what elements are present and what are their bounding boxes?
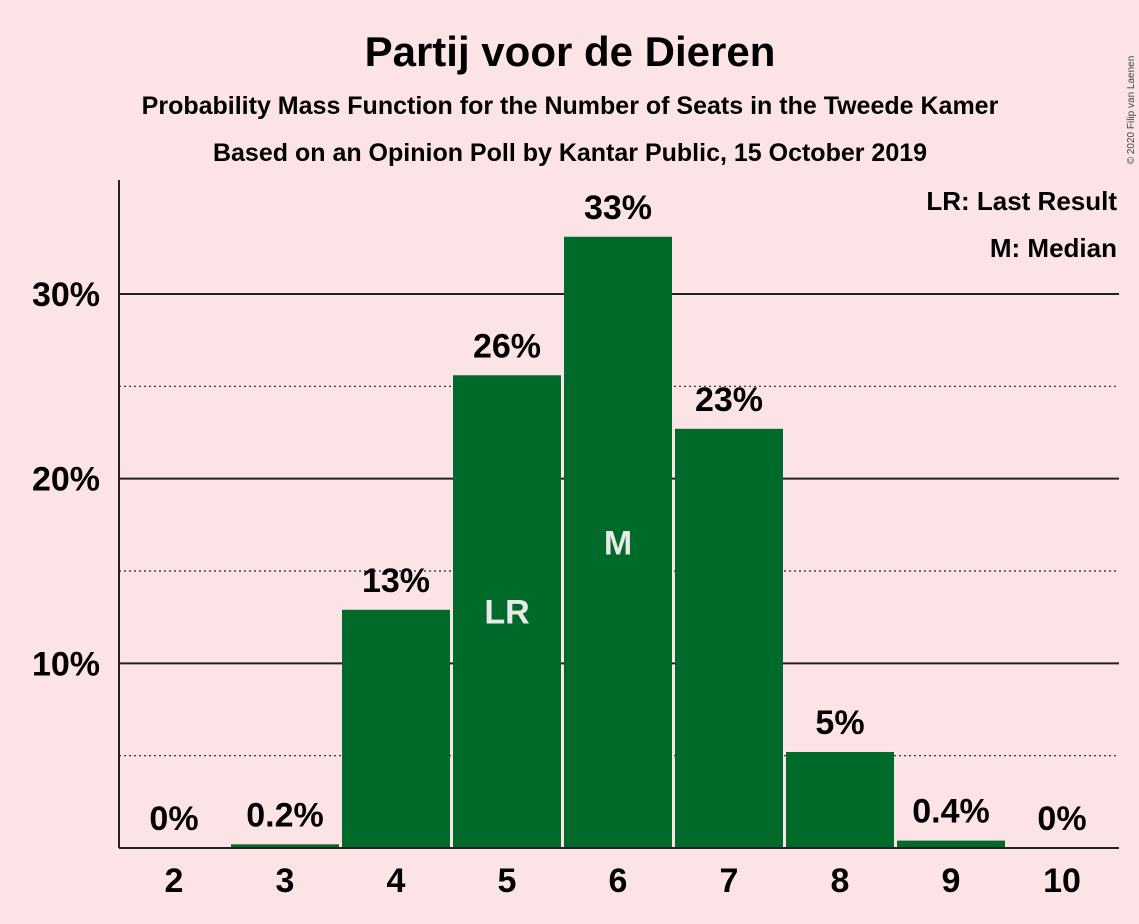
x-tick-label: 9 bbox=[942, 862, 961, 900]
bar bbox=[231, 844, 339, 848]
bar bbox=[342, 609, 450, 848]
legend-entry: LR: Last Result bbox=[926, 186, 1117, 216]
bar-value-label: 33% bbox=[584, 189, 652, 227]
bar-value-label: 0.2% bbox=[246, 796, 324, 834]
chart-title: Partij voor de Dieren bbox=[365, 28, 776, 75]
bar-value-label: 0% bbox=[149, 800, 198, 838]
y-tick-label: 20% bbox=[32, 461, 100, 499]
x-tick-label: 2 bbox=[165, 862, 184, 900]
y-tick-label: 10% bbox=[32, 645, 100, 683]
bar-value-label: 0.4% bbox=[912, 793, 990, 831]
bar bbox=[897, 840, 1005, 848]
x-tick-label: 6 bbox=[609, 862, 628, 900]
data-labels: 0% 0.2% 13% 26% LR 33% M 23% 5% 0.4% 0% bbox=[149, 189, 1086, 838]
chart-subtitle: Probability Mass Function for the Number… bbox=[142, 92, 999, 120]
bar bbox=[675, 428, 783, 848]
bars bbox=[231, 236, 1005, 849]
legend: LR: Last Result M: Median bbox=[926, 186, 1117, 263]
x-tick-label: 4 bbox=[387, 862, 406, 900]
bar-value-label: 13% bbox=[362, 562, 430, 600]
x-tick-label: 10 bbox=[1043, 862, 1081, 900]
bar bbox=[453, 375, 561, 848]
legend-entry: M: Median bbox=[990, 233, 1117, 263]
chart-subtitle-source: Based on an Opinion Poll by Kantar Publi… bbox=[213, 139, 927, 167]
bar-value-label: 0% bbox=[1037, 800, 1086, 838]
y-tick-label: 30% bbox=[32, 276, 100, 314]
copyright-note: © 2020 Filip van Laenen bbox=[1126, 56, 1137, 165]
x-tick-label: 8 bbox=[831, 862, 850, 900]
bar-inner-label: LR bbox=[484, 594, 529, 632]
x-tick-label: 3 bbox=[276, 862, 295, 900]
bar-value-label: 23% bbox=[695, 381, 763, 419]
bar-value-label: 26% bbox=[473, 327, 541, 365]
x-tick-label: 5 bbox=[498, 862, 517, 900]
bar-inner-label: M bbox=[604, 524, 632, 562]
bar bbox=[564, 236, 672, 849]
bar-value-label: 5% bbox=[815, 704, 864, 742]
bar bbox=[786, 751, 894, 848]
x-tick-label: 7 bbox=[720, 862, 739, 900]
axes: 10% 20% 30% 2 3 4 5 6 7 8 9 10 bbox=[32, 180, 1119, 900]
